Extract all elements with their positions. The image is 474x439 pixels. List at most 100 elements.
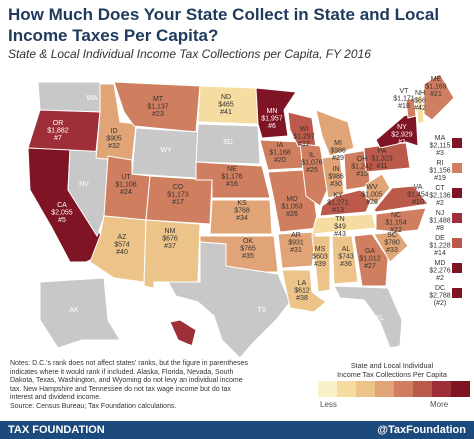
state-abbr-label: ND — [221, 94, 231, 101]
state-abbr-label: WI — [300, 126, 309, 133]
state-value-label: $1,271 — [327, 200, 349, 207]
state-rank-label: #1 — [398, 139, 406, 146]
state-ks — [209, 199, 273, 235]
state-rank-label: #22 — [390, 227, 402, 234]
state-rank-label: #36 — [340, 261, 352, 268]
state-value-label: $1,242 — [351, 164, 373, 171]
state-al — [331, 235, 359, 285]
state-nm — [143, 219, 201, 289]
state-value-label: $2,055 — [51, 210, 73, 217]
state-value-label: $1,076 — [301, 160, 323, 167]
page-title: How Much Does Your State Collect in Stat… — [8, 5, 440, 45]
state-mt — [113, 81, 201, 133]
state-abbr-label: MS — [315, 246, 326, 253]
state-value-label: $1,168 — [269, 150, 291, 157]
state-abbr-label: WY — [160, 147, 172, 154]
side-state-swatch-md — [452, 263, 462, 273]
state-value-label: $612 — [294, 288, 310, 295]
state-value-label: $1,137 — [147, 104, 169, 111]
state-co — [145, 175, 213, 225]
side-state-rank: #8 — [436, 225, 444, 232]
state-value-label: $1,297 — [293, 134, 315, 141]
state-rank-label: #31 — [290, 247, 302, 254]
side-state-value: $2,276 — [429, 268, 451, 275]
state-abbr-label: ID — [111, 128, 118, 135]
source-line: Source: Census Bureau; Tax Foundation ca… — [10, 402, 177, 410]
state-rank-label: #23 — [152, 111, 164, 118]
legend-low-label: Less — [320, 400, 337, 409]
state-abbr-label: VA — [414, 184, 423, 191]
state-id — [95, 83, 137, 163]
state-abbr-label: SC — [387, 232, 397, 239]
state-value-label: $603 — [312, 254, 328, 261]
state-value-label: $1,012 — [359, 256, 381, 263]
state-hi — [169, 319, 197, 347]
state-abbr-label: ME — [431, 76, 442, 83]
state-rank-label: #17 — [172, 199, 184, 206]
side-state-abbr: CT — [435, 185, 445, 192]
footer-bar: TAX FOUNDATION @TaxFoundation — [0, 421, 474, 439]
state-value-label: $780 — [384, 240, 400, 247]
legend-swatch — [451, 381, 470, 397]
state-value-label: $931 — [288, 240, 304, 247]
state-abbr-label: WA — [86, 95, 97, 102]
footer-brand: TAX FOUNDATION — [8, 424, 105, 436]
note-line: indicates where it would rank if include… — [10, 368, 234, 376]
side-state-rank: (#2) — [434, 300, 446, 307]
state-rank-label: #38 — [296, 295, 308, 302]
state-abbr-label: MN — [267, 108, 278, 115]
side-state-value: $1,228 — [429, 243, 451, 250]
legend-title-line: State and Local Individual — [350, 361, 434, 370]
state-value-label: $1,053 — [281, 204, 303, 211]
state-value-label: $1,108 — [115, 182, 137, 189]
state-rank-label: #15 — [356, 171, 368, 178]
state-value-label: $986 — [328, 174, 344, 181]
state-value-label: $1,882 — [47, 128, 69, 135]
footer-handle: @TaxFoundation — [377, 424, 466, 436]
side-state-rank: #2 — [436, 200, 444, 207]
state-rank-label: #9 — [184, 359, 192, 366]
state-value-label: $465 — [218, 102, 234, 109]
state-nc — [375, 207, 427, 233]
state-value-label: $1,171 — [393, 96, 415, 103]
state-abbr-label: LA — [298, 280, 307, 287]
state-abbr-label: PA — [378, 148, 387, 155]
state-rank-label: #21 — [430, 91, 442, 98]
state-abbr-label: IL — [309, 152, 315, 159]
state-abbr-label: AK — [69, 307, 79, 314]
state-sc — [373, 231, 409, 263]
side-state-value: $2,788 — [429, 293, 451, 300]
state-nh — [415, 93, 425, 125]
state-ar — [277, 231, 317, 269]
state-ak — [39, 277, 121, 349]
state-rank-label: #24 — [120, 189, 132, 196]
legend-title-line: Income Tax Collections Per Capita — [337, 370, 447, 379]
state-abbr-label: MI — [334, 140, 342, 147]
side-state-swatch-ri — [452, 163, 462, 173]
state-vt — [405, 97, 417, 119]
state-rank-label: #12 — [298, 141, 310, 148]
note-line: tax. New Hampshire and Tennessee do not … — [10, 385, 231, 393]
legend-swatch — [375, 381, 394, 397]
state-value-label: $1,323 — [371, 156, 393, 163]
state-rank-label: #35 — [242, 253, 254, 260]
state-abbr-label: OK — [243, 238, 253, 245]
state-ga — [353, 233, 389, 287]
state-rank-label: #43 — [334, 231, 346, 238]
state-abbr-label: FL — [376, 315, 384, 322]
state-abbr-label: AL — [342, 246, 351, 253]
state-tx — [167, 241, 291, 359]
state-abbr-label: MT — [153, 96, 164, 103]
state-rank-label: #20 — [274, 157, 286, 164]
state-ne — [195, 161, 271, 199]
page-subtitle: State & Local Individual Income Tax Coll… — [8, 47, 371, 61]
state-abbr-label: KY — [333, 192, 343, 199]
state-abbr-label: TN — [335, 216, 344, 223]
state-abbr-label: KS — [237, 200, 247, 207]
state-rank-label: #7 — [54, 135, 62, 142]
state-rank-label: #33 — [386, 247, 398, 254]
state-value-label: $2,929 — [391, 132, 413, 139]
state-abbr-label: OH — [357, 156, 368, 163]
side-state-rank: #14 — [434, 250, 446, 257]
state-abbr-label: NC — [391, 212, 401, 219]
